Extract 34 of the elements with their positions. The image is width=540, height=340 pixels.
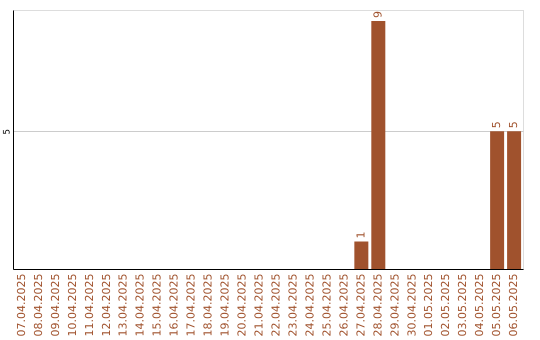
x-tick-label: 10.04.2025 — [66, 274, 79, 336]
x-tick-label: 28.04.2025 — [371, 274, 384, 336]
x-tick-label: 20.04.2025 — [236, 274, 249, 336]
x-tick-label: 06.05.2025 — [507, 274, 520, 336]
x-tick-label: 01.05.2025 — [422, 274, 436, 336]
x-tick-label: 17.04.2025 — [184, 274, 198, 336]
x-tick-label: 09.04.2025 — [48, 274, 62, 336]
x-tick-label: 21.04.2025 — [252, 274, 266, 336]
x-tick-label: 07.04.2025 — [14, 274, 28, 336]
x-tick-label: 23.04.2025 — [286, 274, 300, 336]
x-tick-label: 02.05.2025 — [439, 274, 452, 336]
x-tick-label: 16.04.2025 — [168, 274, 181, 336]
data-label: 5 — [507, 121, 520, 128]
data-label: 5 — [490, 121, 504, 128]
x-tick-label: 26.04.2025 — [337, 274, 350, 336]
x-tick-label: 29.04.2025 — [388, 274, 402, 336]
data-label: 9 — [371, 11, 384, 18]
x-tick-label: 08.04.2025 — [32, 274, 45, 336]
x-tick-label: 03.05.2025 — [456, 274, 470, 336]
x-tick-label: 19.04.2025 — [218, 274, 232, 336]
x-tick-label: 15.04.2025 — [150, 274, 164, 336]
x-tick-label: 25.04.2025 — [320, 274, 334, 336]
x-tick-label: 13.04.2025 — [116, 274, 130, 336]
x-tick-label: 12.04.2025 — [100, 274, 113, 336]
x-tick-label: 30.04.2025 — [405, 274, 418, 336]
data-label: 1 — [354, 231, 368, 238]
x-tick-label: 27.04.2025 — [354, 274, 368, 336]
x-tick-label: 22.04.2025 — [269, 274, 282, 336]
x-tick-label: 11.04.2025 — [82, 274, 96, 336]
x-tick-label: 24.04.2025 — [303, 274, 316, 336]
x-tick-label: 18.04.2025 — [202, 274, 215, 336]
x-tick-label: 05.05.2025 — [490, 274, 504, 336]
x-tick-label: 14.04.2025 — [134, 274, 147, 336]
x-tick-label: 04.05.2025 — [473, 274, 486, 336]
